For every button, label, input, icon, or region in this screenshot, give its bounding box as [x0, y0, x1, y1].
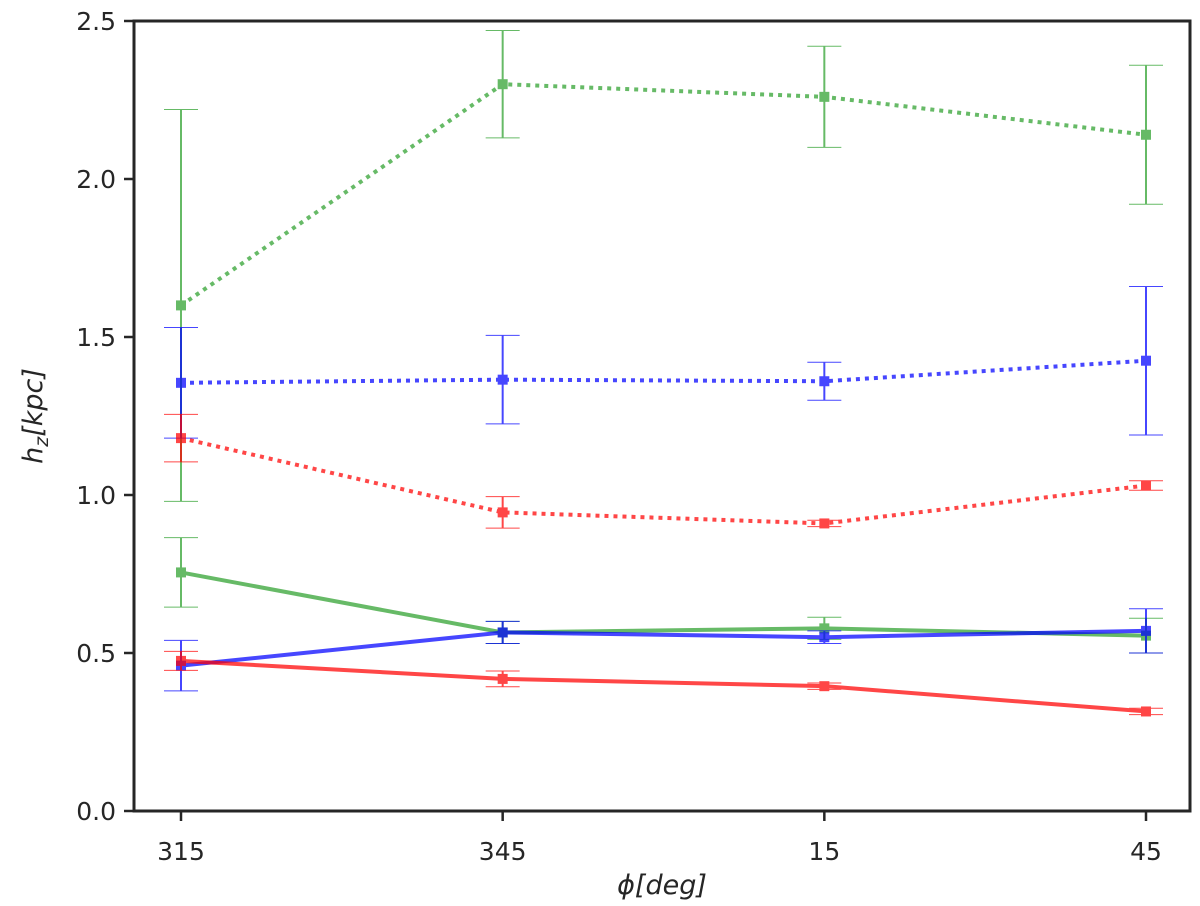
- data-point: [819, 623, 830, 634]
- data-point: [819, 518, 830, 529]
- data-point: [819, 376, 830, 387]
- data-point: [176, 567, 186, 578]
- data-point: [819, 632, 830, 643]
- data-point: [497, 627, 508, 638]
- x-axis: 315 345 15 45: [157, 811, 1162, 866]
- x-tick-label: 15: [808, 837, 840, 866]
- x-tick-label: 45: [1130, 837, 1162, 866]
- series-6: [164, 650, 1163, 717]
- series-5: [164, 608, 1163, 692]
- data-point: [1141, 706, 1151, 717]
- y-tick-label: 2.0: [76, 165, 116, 194]
- data-point: [497, 507, 508, 518]
- data-point: [497, 673, 508, 684]
- series-3: [164, 413, 1163, 529]
- y-axis-label-symbol: h: [18, 447, 49, 464]
- data-point: [176, 433, 186, 444]
- data-point: [1141, 480, 1151, 491]
- data-point: [819, 91, 830, 102]
- y-tick-label: 0.5: [76, 639, 116, 668]
- data-point: [1141, 129, 1151, 140]
- y-axis: 0.0 0.5 1.0 1.5 2.0 2.5: [76, 7, 134, 826]
- plot-frame: [132, 19, 1192, 813]
- series-line: [180, 628, 1147, 668]
- x-axis-label: ϕ[deg]: [617, 870, 707, 901]
- data-point: [176, 300, 186, 311]
- series-line: [180, 358, 1147, 385]
- series-line: [180, 570, 1147, 638]
- series-line: [180, 658, 1147, 714]
- series-line: [180, 436, 1147, 526]
- data-point: [1141, 625, 1151, 636]
- y-tick-label: 0.0: [76, 797, 116, 826]
- y-tick-label: 1.5: [76, 323, 116, 352]
- data-point: [497, 374, 508, 385]
- series-2: [164, 285, 1163, 439]
- y-tick-label: 1.0: [76, 481, 116, 510]
- data-point: [176, 377, 186, 388]
- y-tick-label: 2.5: [76, 7, 116, 36]
- x-axis-label-symbol: ϕ: [617, 870, 635, 901]
- data-point: [819, 681, 830, 692]
- series-line: [179, 82, 1147, 308]
- data-point: [1141, 355, 1151, 366]
- y-axis-label: hz[kpc]: [18, 368, 53, 464]
- y-axis-label-subscript: z: [31, 436, 53, 448]
- series-1: [164, 29, 1163, 502]
- data-point: [497, 79, 508, 90]
- data-point: [176, 655, 186, 666]
- x-tick-label: 345: [479, 837, 527, 866]
- x-axis-label-unit: [deg]: [635, 870, 707, 901]
- series-layer: [164, 29, 1163, 717]
- y-axis-label-unit: [kpc]: [18, 368, 49, 437]
- x-tick-label: 315: [157, 837, 205, 866]
